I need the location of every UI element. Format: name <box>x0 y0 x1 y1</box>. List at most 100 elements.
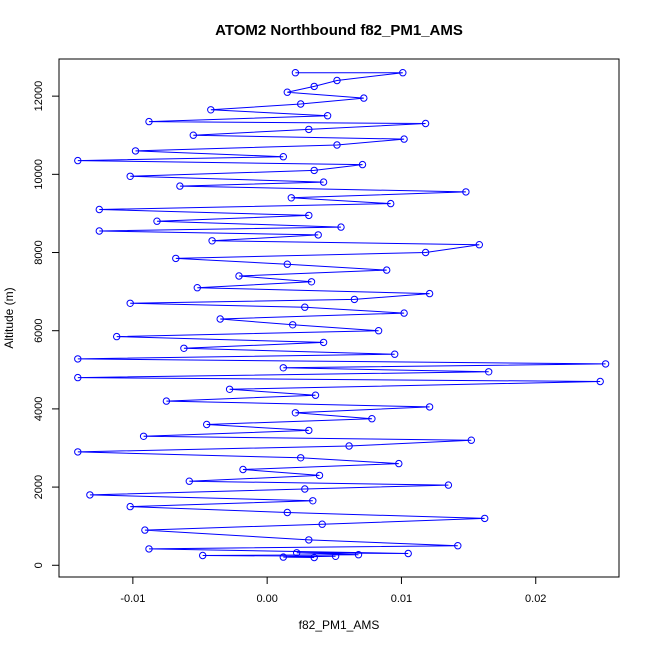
data-point <box>391 350 399 358</box>
data-point <box>189 131 198 139</box>
y-tick-label: 8000 <box>33 240 45 264</box>
data-point <box>145 117 153 126</box>
data-point <box>333 141 341 149</box>
x-axis: -0.01 0.00 0.01 0.02 <box>120 576 546 605</box>
x-axis-label: f82_PM1_AMS <box>299 618 380 632</box>
data-point <box>310 553 318 562</box>
data-point <box>305 211 313 220</box>
y-tick-label: 0 <box>33 562 45 568</box>
data-point <box>301 485 309 493</box>
data-point <box>454 542 462 550</box>
data-point <box>323 112 332 120</box>
data-point <box>225 385 234 393</box>
data-point <box>421 119 430 128</box>
data-point <box>310 82 318 91</box>
data-point <box>297 454 305 462</box>
data-point <box>319 338 328 347</box>
plot-area <box>74 69 610 562</box>
data-point <box>74 373 82 382</box>
data-point <box>95 205 104 214</box>
data-point <box>283 260 291 268</box>
data-point <box>162 397 171 405</box>
data-point <box>86 491 94 499</box>
data-point <box>596 377 604 386</box>
data-point <box>297 100 305 108</box>
data-point <box>283 508 291 517</box>
data-point <box>337 223 345 231</box>
data-point <box>279 364 287 372</box>
data-point <box>331 552 340 560</box>
data-point <box>199 551 207 560</box>
y-tick-label: 6000 <box>33 318 45 342</box>
data-point <box>203 420 211 429</box>
data-point <box>400 309 408 317</box>
data-point <box>395 459 403 468</box>
data-point <box>193 284 202 292</box>
data-point <box>185 477 194 485</box>
y-tick-label: 12000 <box>33 81 45 112</box>
data-point <box>475 241 483 249</box>
data-point <box>289 321 297 329</box>
data-point <box>305 536 313 544</box>
data-point <box>176 182 184 190</box>
data-point <box>387 199 395 208</box>
data-point <box>462 188 470 196</box>
data-point <box>126 172 134 181</box>
data-point <box>350 295 359 304</box>
data-point <box>126 502 134 511</box>
data-point <box>374 327 383 335</box>
data-point <box>358 160 367 169</box>
data-point <box>311 391 320 399</box>
data-point <box>404 549 412 558</box>
data-point <box>467 436 475 444</box>
data-point <box>310 166 318 175</box>
data-point <box>141 526 149 534</box>
data-point <box>485 368 493 376</box>
data-point <box>425 289 434 298</box>
data-point <box>314 231 322 239</box>
data-point <box>309 497 317 505</box>
data-point <box>279 553 287 561</box>
data-point <box>360 94 368 102</box>
data-point <box>319 178 328 186</box>
data-point <box>425 403 434 411</box>
data-point <box>153 217 161 225</box>
data-point <box>301 303 309 311</box>
data-point <box>399 69 407 77</box>
data-point <box>95 227 104 235</box>
data-point <box>421 248 430 257</box>
y-axis: 0 2000 4000 6000 8000 10000 12000 <box>33 81 60 568</box>
data-point <box>74 448 82 456</box>
data-point <box>601 360 610 368</box>
data-point <box>305 426 313 435</box>
y-axis-label: Altitude (m) <box>2 287 16 348</box>
data-point <box>145 545 153 553</box>
x-tick-label: -0.01 <box>120 593 145 605</box>
data-point <box>207 106 215 114</box>
data-point <box>305 125 313 134</box>
data-point <box>131 147 140 155</box>
data-point <box>383 266 391 274</box>
data-point <box>113 332 121 341</box>
data-point <box>126 299 134 307</box>
x-tick-label: 0.00 <box>256 593 277 605</box>
data-point <box>368 415 376 423</box>
data-point <box>216 315 224 323</box>
data-point <box>291 409 300 417</box>
y-tick-label: 2000 <box>33 475 45 499</box>
data-point <box>291 69 300 77</box>
data-point <box>172 254 180 263</box>
data-point <box>287 194 295 202</box>
data-point <box>318 520 326 528</box>
data-point <box>283 88 291 96</box>
data-point <box>481 514 489 523</box>
chart-title: ATOM2 Northbound f82_PM1_AMS <box>215 22 463 39</box>
x-tick-label: 0.02 <box>525 593 546 605</box>
data-point <box>307 278 316 286</box>
data-point <box>235 272 243 280</box>
data-point <box>74 156 82 165</box>
data-point <box>293 549 301 557</box>
data-point <box>208 237 216 245</box>
data-point <box>345 442 353 450</box>
